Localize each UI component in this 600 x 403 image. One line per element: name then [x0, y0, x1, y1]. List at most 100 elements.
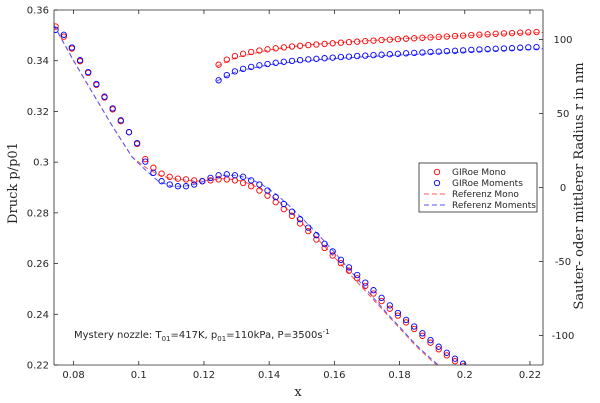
legend-marker-circle: [433, 179, 441, 187]
data-point-giroe-mono-radius: [459, 32, 467, 39]
data-point-giroe-mono-radius: [427, 34, 434, 41]
x-tick-label: 0.18: [388, 370, 410, 381]
data-point-giroe-moments-radius: [484, 46, 491, 53]
series-line-referenz-moments: [54, 24, 440, 365]
data-point-giroe-moments: [76, 57, 84, 64]
x-axis-label: x: [294, 385, 302, 400]
data-point-giroe-moments-radius: [451, 47, 459, 54]
data-point-giroe-moments: [272, 193, 279, 201]
data-point-giroe-moments: [150, 169, 157, 176]
data-point-giroe-moments: [199, 178, 206, 185]
series-line-referenz-moments-radius: [216, 48, 543, 82]
data-point-giroe-moments: [174, 183, 182, 190]
y-tick-label-right: -50: [555, 257, 571, 268]
data-point-giroe-mono: [60, 33, 67, 40]
data-point-giroe-moments: [239, 173, 247, 180]
data-point-giroe-moments: [329, 248, 336, 255]
data-point-giroe-moments-radius: [256, 62, 263, 69]
annotation-sup: -1: [323, 328, 330, 336]
data-point-giroe-mono: [191, 177, 198, 184]
data-point-giroe-mono-radius: [239, 50, 247, 57]
data-point-giroe-moments-radius: [492, 45, 499, 52]
data-point-giroe-mono: [394, 312, 402, 319]
data-point-giroe-moments-radius: [517, 44, 524, 51]
legend: GIRoe Mono GIRoe Moments Referenz Mono R…: [418, 162, 538, 213]
data-point-giroe-moments-radius: [533, 43, 540, 51]
data-point-giroe-moments: [158, 178, 165, 185]
data-point-giroe-moments-radius: [500, 45, 508, 52]
x-tick-label: 0.08: [62, 370, 84, 381]
data-point-giroe-moments: [182, 183, 190, 190]
annotation-mid: =417K, p: [171, 330, 218, 341]
data-point-giroe-moments-radius: [411, 49, 418, 57]
data-point-giroe-moments-radius: [468, 46, 475, 54]
data-point-giroe-mono-radius: [500, 30, 508, 37]
y-tick-label-right: 100: [553, 35, 572, 46]
y-tick-label-left: 0.22: [27, 361, 49, 372]
data-point-giroe-moments-radius: [386, 51, 393, 58]
y-tick-label-left: 0.36: [27, 6, 49, 17]
x-tick-label: 0.12: [193, 370, 215, 381]
data-point-giroe-moments: [93, 80, 100, 88]
y-tick-label-right: 0: [560, 183, 566, 194]
data-point-giroe-moments-radius: [329, 54, 336, 61]
data-point-giroe-moments-radius: [476, 46, 483, 53]
data-point-giroe-mono: [451, 358, 459, 365]
data-point-giroe-moments-radius: [435, 48, 442, 55]
data-point-giroe-moments: [256, 181, 263, 188]
data-point-giroe-mono: [427, 339, 434, 346]
series-line-referenz-mono: [54, 24, 438, 365]
data-point-giroe-mono-radius: [508, 29, 516, 37]
data-point-giroe-moments-radius: [296, 56, 304, 64]
data-point-giroe-moments: [370, 287, 377, 294]
data-point-giroe-moments: [386, 302, 393, 309]
y-axis-label-right: Sauter- oder mittlerer Radius r in nm: [572, 62, 587, 309]
data-point-giroe-mono-radius: [305, 41, 312, 49]
legend-item-giroe-moments: GIRoe Moments: [433, 179, 523, 189]
data-point-giroe-mono: [435, 346, 442, 353]
x-tick-label: 0.16: [323, 370, 345, 381]
data-point-giroe-mono-radius: [435, 33, 442, 41]
data-point-giroe-mono: [402, 319, 410, 326]
data-point-giroe-moments-radius: [459, 47, 467, 54]
annotation-mid-2: =110kPa, P=3500s: [226, 330, 322, 341]
data-point-giroe-mono-radius: [411, 35, 418, 42]
data-point-giroe-moments-radius: [264, 60, 271, 68]
y-tick-label-left: 0.24: [27, 310, 49, 321]
data-point-giroe-mono-radius: [451, 32, 459, 40]
data-point-giroe-moments: [117, 117, 124, 124]
series-markers: [54, 23, 540, 365]
data-point-giroe-moments: [248, 177, 255, 184]
data-point-giroe-mono-radius: [337, 39, 345, 46]
data-point-giroe-moments: [419, 330, 426, 337]
data-point-giroe-mono: [142, 155, 149, 163]
data-point-giroe-mono: [158, 170, 165, 177]
data-point-giroe-mono-radius: [231, 52, 239, 60]
legend-marker-circle: [433, 168, 441, 176]
data-point-giroe-mono: [370, 290, 377, 297]
data-point-giroe-mono: [166, 173, 173, 180]
data-point-giroe-mono-radius: [272, 45, 279, 52]
data-point-giroe-mono-radius: [223, 56, 230, 63]
data-point-giroe-moments: [133, 139, 141, 147]
y-tick-label-left: 0.26: [27, 259, 49, 270]
data-point-giroe-mono: [386, 305, 393, 312]
data-point-giroe-moments: [223, 171, 230, 178]
data-point-giroe-moments: [68, 44, 76, 51]
data-point-giroe-mono: [305, 227, 312, 235]
data-point-giroe-moments-radius: [508, 45, 516, 52]
y-tick-label-left: 0.34: [27, 56, 49, 67]
data-point-giroe-moments: [435, 343, 442, 350]
x-tick-label: 0.14: [258, 370, 280, 381]
data-point-giroe-mono: [54, 23, 59, 30]
legend-label: GIRoe Moments: [452, 179, 523, 189]
data-point-giroe-moments-radius: [231, 68, 239, 75]
data-point-giroe-mono: [239, 179, 247, 187]
data-point-giroe-moments-radius: [394, 50, 402, 57]
data-point-giroe-moments: [337, 256, 345, 263]
data-point-giroe-moments: [280, 200, 287, 208]
data-point-giroe-moments: [215, 172, 222, 179]
data-point-giroe-mono-radius: [386, 36, 393, 43]
data-point-giroe-moments: [443, 349, 450, 356]
